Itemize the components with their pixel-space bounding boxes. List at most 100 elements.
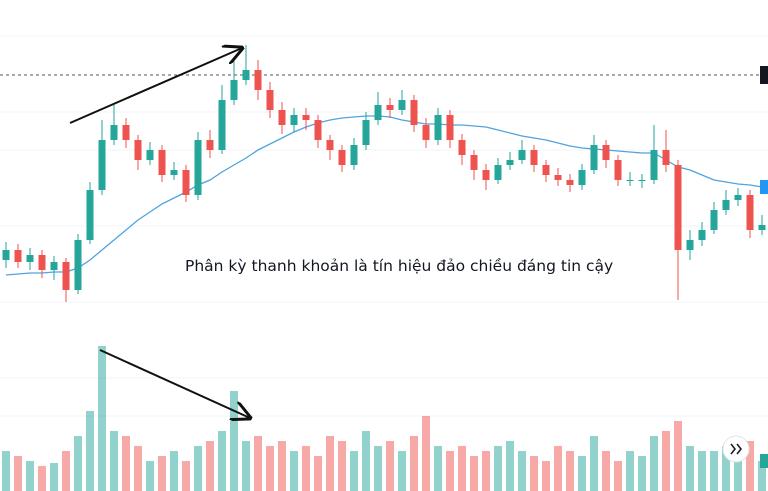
candle-body (350, 145, 358, 165)
volume-bar (650, 436, 658, 491)
volume-bar (266, 446, 274, 491)
grid (0, 35, 768, 417)
candle-body (206, 140, 214, 150)
candle-body (650, 150, 658, 180)
volume-bar (254, 436, 262, 491)
candle-body (362, 120, 370, 145)
candle-body (434, 115, 442, 140)
volume-bar (326, 436, 334, 491)
volume-bar (206, 441, 214, 491)
candle-body (374, 105, 382, 120)
volume-bar (146, 461, 154, 491)
candle-body (722, 200, 730, 210)
candle-body (242, 70, 250, 80)
volume-bar (422, 416, 430, 491)
volume-bar (578, 456, 586, 491)
annotation: Phân kỳ thanh khoản là tín hiệu đảo chiề… (185, 257, 613, 275)
volume-bar (662, 431, 670, 491)
candle-body (386, 105, 394, 110)
volume-bar (230, 391, 238, 491)
volume-bar (98, 346, 106, 491)
candle-body (62, 262, 70, 290)
volume-bar (110, 431, 118, 491)
volume-bar (62, 451, 70, 491)
volume-bar (182, 461, 190, 491)
volume-bar (86, 411, 94, 491)
candle-body (518, 150, 526, 160)
volume-bar (2, 451, 10, 491)
trend-arrow (69, 48, 242, 124)
volume-bar (314, 456, 322, 491)
volume-bar (410, 436, 418, 491)
volume-bar (530, 456, 538, 491)
candle-body (758, 225, 766, 230)
candle-body (218, 100, 226, 150)
volume-bar (506, 441, 514, 491)
volume-bar (290, 451, 298, 491)
candle-body (482, 170, 490, 180)
candle-body (410, 100, 418, 125)
candle-body (194, 140, 202, 195)
candle-body (614, 160, 622, 180)
candle-body (2, 250, 10, 260)
candle-body (626, 180, 634, 181)
volume-bar (134, 446, 142, 491)
candle-body (326, 140, 334, 150)
candle-body (110, 125, 118, 140)
volume-bar (746, 441, 754, 491)
candle-body (578, 170, 586, 185)
volume-bar (434, 446, 442, 491)
candle-body (38, 255, 46, 270)
volume-bar (674, 421, 682, 491)
volume-bar (158, 456, 166, 491)
candle-body (74, 240, 82, 290)
candle-body (710, 210, 718, 230)
candle-body (530, 150, 538, 165)
volume-bar (638, 456, 646, 491)
volume-bar (194, 446, 202, 491)
volume-bar (458, 446, 466, 491)
candle-body (254, 70, 262, 90)
candle-body (542, 165, 550, 175)
volume-bar (446, 451, 454, 491)
volume-bar (386, 441, 394, 491)
ma-marker (760, 180, 768, 194)
volume-bar (542, 461, 550, 491)
candle-body (602, 145, 610, 160)
volume-bar (614, 461, 622, 491)
volume-bar (602, 451, 610, 491)
volume-bar (494, 446, 502, 491)
volume-bar (698, 451, 706, 491)
candle-body (674, 165, 682, 250)
candle-body (746, 195, 754, 230)
moving-average (5, 115, 763, 276)
volume-bar (302, 446, 310, 491)
candle-body (734, 195, 742, 200)
price-line-marker (760, 66, 768, 84)
volume-bar (242, 441, 250, 491)
volume-bar (566, 451, 574, 491)
candle-body (590, 145, 598, 170)
candle-body (50, 262, 58, 270)
volume-bar (686, 446, 694, 491)
volume-marker (760, 454, 768, 468)
candle-body (266, 90, 274, 110)
candle-body (314, 120, 322, 140)
candle-body (158, 150, 166, 175)
candle-body (422, 125, 430, 140)
candle-body (638, 180, 646, 181)
scroll-button[interactable] (722, 435, 750, 463)
candle-body (566, 180, 574, 185)
candle-body (458, 140, 466, 155)
volume-bar (38, 466, 46, 491)
candle-body (698, 230, 706, 240)
candle-body (170, 170, 178, 175)
volume-bar (74, 436, 82, 491)
candle-body (506, 160, 514, 165)
candle-body (662, 150, 670, 165)
plot (0, 45, 768, 491)
candle-body (278, 110, 286, 125)
volume-bar (26, 461, 34, 491)
volume-bar (398, 451, 406, 491)
volume-bar (734, 456, 742, 491)
